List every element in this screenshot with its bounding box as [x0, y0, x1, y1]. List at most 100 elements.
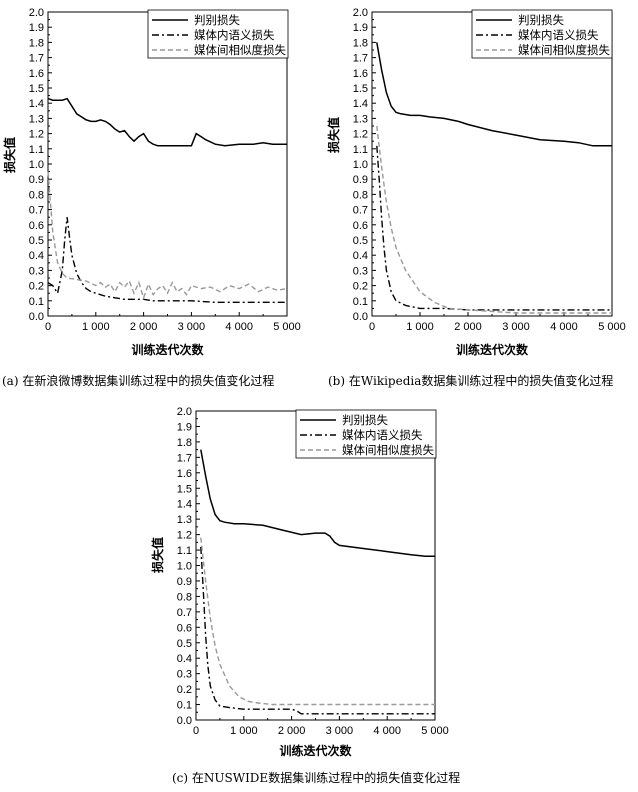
- y-tick-label: 0.3: [29, 265, 44, 277]
- y-tick-label: 1.4: [29, 98, 44, 110]
- y-tick-label: 1.2: [353, 129, 368, 141]
- series-line-0: [200, 449, 435, 557]
- y-tick-label: 0.2: [353, 281, 368, 293]
- y-tick-label: 2.0: [177, 406, 192, 418]
- y-tick-label: 0.5: [353, 235, 368, 247]
- y-tick-label: 1.5: [353, 83, 368, 95]
- series-line-2: [376, 125, 612, 314]
- y-tick-label: 0.0: [177, 715, 192, 727]
- y-tick-label: 0.6: [353, 220, 368, 232]
- chart-panel-0: 0.0 0.1 0.2 0.3 0.4 0.5 0.6 0.7 0.8 0.9 1.0 1.1 1.2 1…: [2, 7, 301, 388]
- legend-label-0: 判别损失: [194, 13, 240, 27]
- x-tick-label: 1 000: [230, 725, 258, 737]
- x-tick-label: 4 000: [225, 321, 253, 333]
- y-tick-label: 1.5: [29, 83, 44, 95]
- y-tick-label: 2.0: [353, 7, 368, 19]
- y-tick-label: 1.8: [353, 37, 368, 49]
- series-line-1: [200, 546, 435, 715]
- x-axis-label: 训练迭代次数: [131, 342, 204, 357]
- y-tick-label: 0.1: [29, 296, 44, 308]
- series-line-0: [376, 42, 612, 147]
- legend-label-0: 判别损失: [342, 413, 388, 427]
- x-tick-label: 2 000: [454, 321, 482, 333]
- x-tick-label: 5 000: [273, 321, 301, 333]
- figure-caption: (b) 在Wikipedia数据集训练过程中的损失值变化过程: [328, 373, 613, 388]
- y-tick-label: 1.8: [29, 37, 44, 49]
- series-line-2: [200, 537, 435, 706]
- y-axis-label: 损失值: [326, 117, 341, 153]
- y-tick-label: 0.7: [353, 205, 368, 217]
- y-tick-label: 2.0: [29, 7, 44, 19]
- legend-label-2: 媒体间相似度损失: [518, 43, 610, 57]
- x-tick-label: 2 000: [130, 321, 158, 333]
- series-line-1: [376, 145, 612, 311]
- chart-panel-2: 0.0 0.1 0.2 0.3 0.4 0.5 0.6 0.7 0.8 0.9 1.0 1.1 1.2 1…: [150, 406, 460, 785]
- y-tick-label: 1.0: [353, 159, 368, 171]
- x-tick-label: 0: [369, 321, 375, 333]
- y-tick-label: 1.6: [177, 468, 192, 480]
- legend-label-1: 媒体内语义损失: [342, 428, 423, 442]
- y-tick-label: 1.3: [353, 113, 368, 125]
- y-tick-label: 0.8: [353, 189, 368, 201]
- figure-caption: (a) 在新浪微博数据集训练过程中的损失值变化过程: [2, 373, 274, 388]
- y-tick-label: 0.1: [353, 296, 368, 308]
- y-tick-label: 1.1: [353, 144, 368, 156]
- x-tick-label: 4 000: [550, 321, 578, 333]
- x-tick-label: 1 000: [406, 321, 434, 333]
- y-tick-label: 1.2: [29, 129, 44, 141]
- y-tick-label: 0.7: [177, 607, 192, 619]
- y-tick-label: 1.5: [177, 483, 192, 495]
- y-tick-label: 0.3: [353, 265, 368, 277]
- y-tick-label: 1.9: [177, 421, 192, 433]
- x-tick-label: 2 000: [278, 725, 306, 737]
- y-tick-label: 0.1: [177, 700, 192, 712]
- y-tick-label: 0.6: [177, 622, 192, 634]
- y-tick-label: 0.9: [177, 576, 192, 588]
- x-tick-label: 4 000: [373, 725, 401, 737]
- y-tick-label: 1.0: [177, 561, 192, 573]
- y-tick-label: 0.4: [29, 250, 44, 262]
- series-line-1: [47, 217, 287, 303]
- x-axis-label: 训练迭代次数: [279, 743, 352, 758]
- legend-label-2: 媒体间相似度损失: [342, 443, 434, 457]
- x-tick-label: 3 000: [326, 725, 354, 737]
- legend-label-0: 判别损失: [518, 13, 564, 27]
- y-tick-label: 1.7: [177, 452, 192, 464]
- y-tick-label: 0.9: [29, 174, 44, 186]
- legend-label-2: 媒体间相似度损失: [194, 43, 286, 57]
- x-tick-label: 0: [193, 725, 199, 737]
- y-tick-label: 1.1: [177, 545, 192, 557]
- y-tick-label: 0.5: [177, 638, 192, 650]
- y-tick-label: 1.1: [29, 144, 44, 156]
- series-line-0: [47, 97, 287, 147]
- y-tick-label: 0.0: [353, 311, 368, 323]
- y-tick-label: 0.7: [29, 205, 44, 217]
- y-tick-label: 0.8: [29, 189, 44, 201]
- y-axis-label: 损失值: [150, 537, 165, 573]
- y-tick-label: 1.0: [29, 159, 44, 171]
- y-tick-label: 0.2: [29, 281, 44, 293]
- y-tick-label: 1.9: [353, 22, 368, 34]
- legend-label-1: 媒体内语义损失: [518, 28, 599, 42]
- x-tick-label: 3 000: [502, 321, 530, 333]
- y-tick-label: 1.2: [177, 530, 192, 542]
- y-tick-label: 1.9: [29, 22, 44, 34]
- x-tick-label: 1 000: [82, 321, 110, 333]
- y-axis-label: 损失值: [2, 137, 17, 173]
- x-axis-label: 训练迭代次数: [456, 342, 529, 357]
- y-tick-label: 1.7: [353, 53, 368, 65]
- y-tick-label: 0.6: [29, 220, 44, 232]
- y-tick-label: 1.6: [29, 68, 44, 80]
- y-tick-label: 0.4: [353, 250, 368, 262]
- y-tick-label: 0.9: [353, 174, 368, 186]
- y-tick-label: 1.8: [177, 437, 192, 449]
- series-line-2: [47, 171, 288, 301]
- figure-caption: (c) 在NUSWIDE数据集训练过程中的损失值变化过程: [172, 770, 460, 785]
- y-tick-label: 1.4: [353, 98, 368, 110]
- x-tick-label: 3 000: [178, 321, 206, 333]
- x-tick-label: 0: [45, 321, 51, 333]
